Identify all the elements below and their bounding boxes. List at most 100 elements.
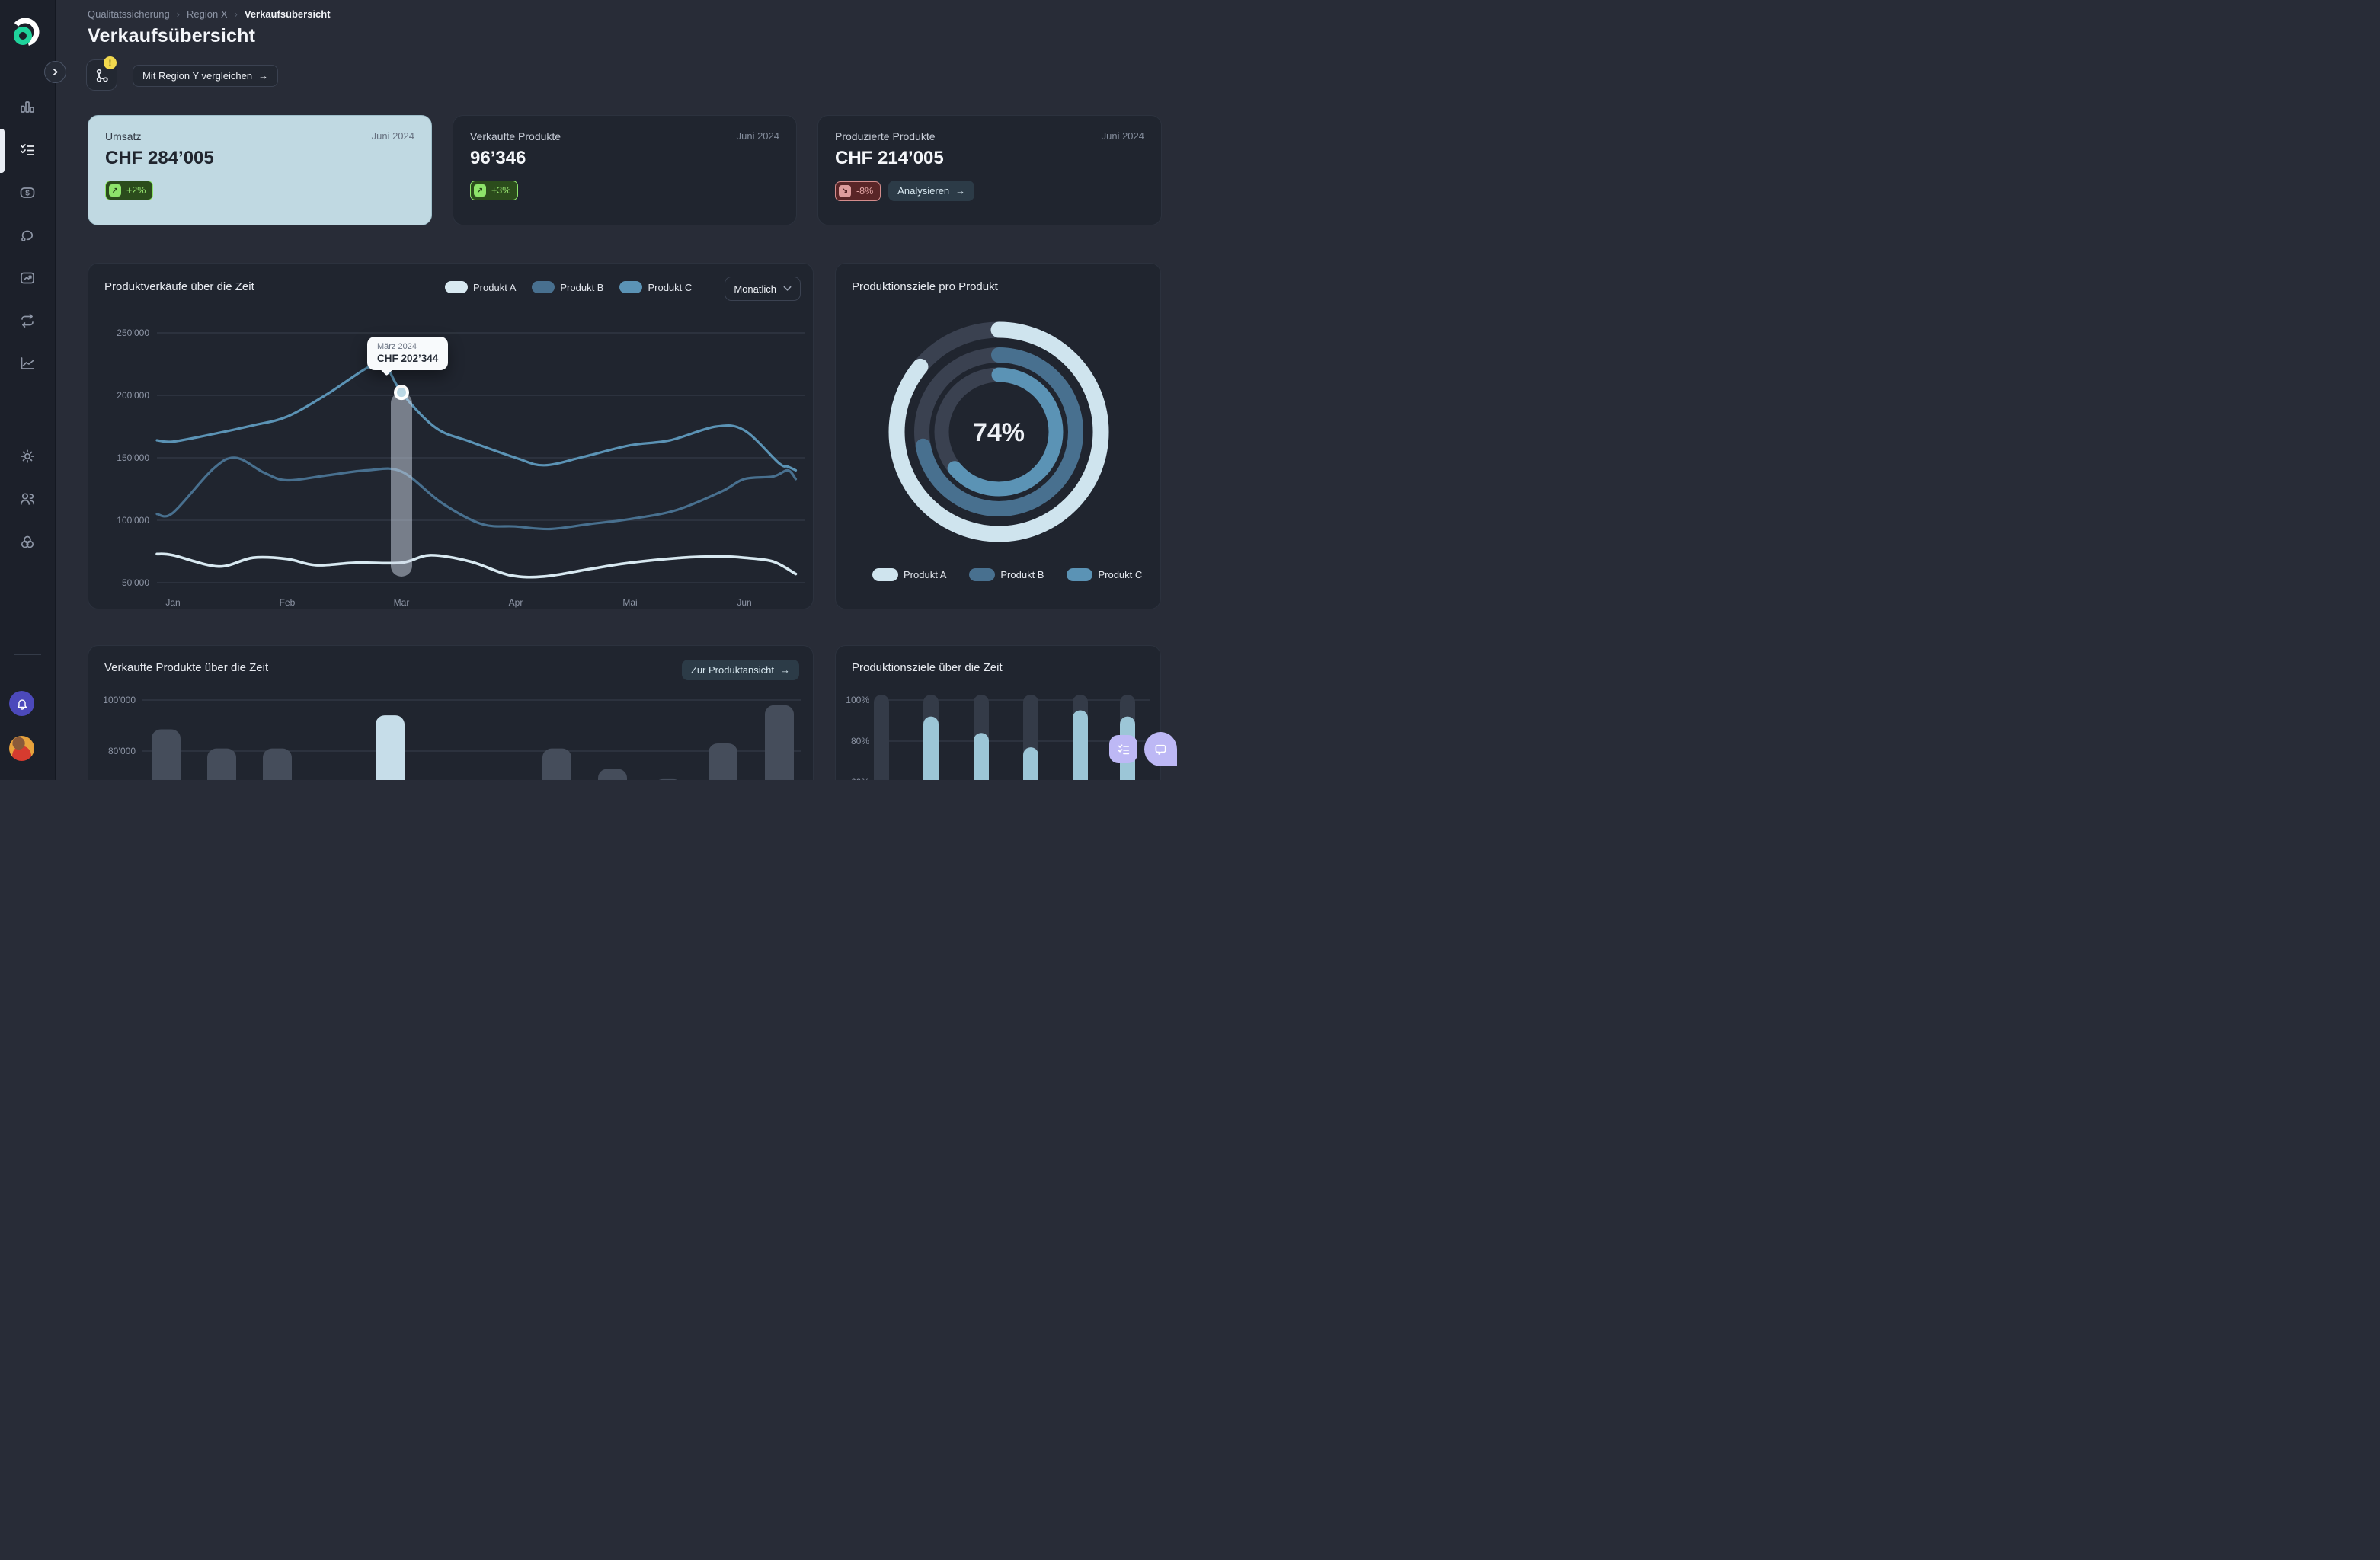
highlight-column [391,392,412,577]
notifications-button[interactable] [9,691,34,716]
app-frame: $ [0,0,1190,780]
app-logo[interactable] [10,17,43,50]
avatar[interactable] [9,736,34,761]
y-tick: 50’000 [122,577,149,588]
stat-card-umsatz[interactable]: Umsatz Juni 2024 CHF 284’005 ↗ +2% [88,115,432,225]
highlight-dot[interactable] [394,385,409,401]
y-tick: 250’000 [117,328,149,338]
stat-value: CHF 214’005 [835,148,944,168]
x-tick: Feb [280,597,296,608]
stat-value: CHF 284’005 [105,148,214,168]
sidebar-item-team[interactable] [12,484,43,514]
y-tick: 100’000 [117,515,149,526]
chart-title: Produktionsziele über die Zeit [852,661,1003,674]
legend-label: Produkt A [904,569,947,580]
sold-products-bar-chart: 100’000 80’000 [103,695,801,780]
bar[interactable] [207,748,236,780]
trend-line-icon [21,357,34,369]
sidebar-item-settings[interactable] [12,441,43,472]
legend-item[interactable]: Produkt C [1067,568,1142,581]
tooltip-value: CHF 202’344 [377,353,439,364]
chat-bubble-icon [1155,744,1166,755]
bar[interactable] [765,705,794,780]
compare-region-button[interactable]: Mit Region Y vergleichen → [133,65,279,87]
sidebar-item-finance[interactable]: $ [12,177,43,208]
sidebar-item-overview[interactable] [12,91,43,122]
sidebar-item-tasks[interactable] [12,135,43,165]
sales-line-chart: 250’000 200’000 150’000 100’000 50’000 Jan Feb… [117,328,805,608]
series-Produkt C [155,360,798,472]
floating-chat-button[interactable] [1144,732,1177,766]
donut-legend: Produkt A Produkt B Produkt C [872,568,1142,581]
sidebar-item-groups[interactable] [12,527,43,558]
page-title: Verkaufsübersicht [88,25,256,46]
y-tick: 150’000 [117,452,149,463]
trend-up-icon: ↗ [474,184,486,197]
goal-bar[interactable] [974,733,989,780]
floating-tasks-button[interactable] [1109,735,1137,763]
active-nav-indicator [0,129,5,173]
dollar-icon: $ [20,187,35,198]
checklist-icon [21,144,34,155]
bar[interactable] [598,769,627,780]
sidebar-item-messages[interactable] [12,220,43,251]
legend-swatch [1067,568,1093,581]
tooltip-date: März 2024 [377,342,417,351]
bar[interactable] [542,748,571,780]
sidebar-collapse-button[interactable] [44,61,66,83]
chevron-right-icon [53,69,58,75]
sidebar-item-sync[interactable] [12,305,43,336]
legend-swatch [445,281,468,293]
sidebar-divider [14,654,41,655]
trend-value: +3% [491,185,511,196]
analyze-button[interactable]: Analysieren → [888,181,975,201]
interval-dropdown[interactable]: Monatlich [725,277,801,301]
bar[interactable] [152,729,181,780]
stat-value: 96’346 [470,148,526,168]
trend-value: -8% [856,185,874,197]
analyze-label: Analysieren [897,185,950,197]
product-view-button[interactable]: Zur Produktansicht → [681,660,799,680]
legend-item[interactable]: Produkt C [619,281,692,293]
goal-bar[interactable] [1023,747,1038,780]
chart-tooltip: März 2024 CHF 202’344 [367,337,449,370]
arrow-right-icon: → [780,664,790,676]
sidebar-item-analytics[interactable] [12,348,43,379]
y-tick: 80% [851,736,869,746]
goal-bar[interactable] [923,716,939,780]
legend-item[interactable]: Produkt A [445,281,516,293]
alert-badge: ! [104,56,117,69]
ring-Produkt B [914,347,1083,516]
x-tick: Mai [622,597,637,608]
y-tick: 60% [851,777,869,780]
bar[interactable] [376,715,405,780]
goals-over-time-card: Produktionsziele über die Zeit 100% 80% 60… [835,645,1161,780]
breadcrumb-separator: › [176,8,181,20]
legend-label: Produkt C [1098,569,1143,580]
sold-products-bar-card: Verkaufte Produkte über die Zeit Zur Pro… [88,645,814,780]
breadcrumb-separator: › [234,8,238,20]
users-icon [20,493,35,505]
bar[interactable] [709,743,737,780]
stat-label: Produzierte Produkte [835,130,936,142]
breadcrumb-link-2[interactable]: Region X [187,8,228,20]
bar[interactable] [263,748,292,780]
legend-item[interactable]: Produkt B [532,281,603,293]
bell-icon [17,698,27,710]
legend-label: Produkt C [648,281,693,293]
breadcrumb-link-1[interactable]: Qualitätssicherung [88,8,170,20]
legend-swatch [619,281,643,293]
stat-period: Juni 2024 [1101,130,1144,142]
arrow-right-icon: → [258,70,269,82]
bar[interactable] [654,778,683,780]
sidebar-item-dashboard[interactable] [12,263,43,293]
trend-down-icon: ↘ [839,184,851,197]
production-goals-donut: 74% [888,321,1109,542]
goal-bar[interactable] [1073,710,1088,781]
legend-item[interactable]: Produkt B [969,568,1044,581]
legend-item[interactable]: Produkt A [872,568,946,581]
stat-card-verkaufte[interactable]: Verkaufte Produkte Juni 2024 96’346 ↗ +3… [453,115,797,225]
stat-card-produzierte[interactable]: Produzierte Produkte Juni 2024 CHF 214’0… [817,115,1162,225]
sidebar: $ [0,0,56,780]
